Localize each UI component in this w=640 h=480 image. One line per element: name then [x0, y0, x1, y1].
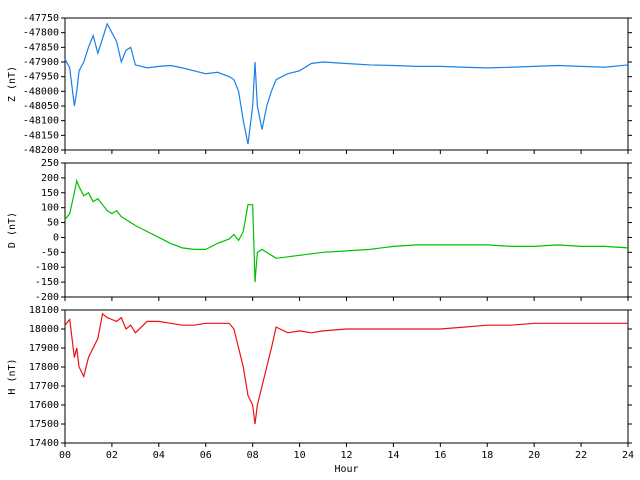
- x-tick-label: 00: [59, 450, 71, 461]
- x-tick-label: 18: [481, 450, 493, 461]
- plot-frame: [64, 162, 629, 298]
- x-tick-label: 02: [106, 450, 118, 461]
- y-tick-label: -50: [41, 247, 59, 258]
- y-tick-label: 18100: [29, 305, 59, 316]
- x-axis-label: Hour: [334, 464, 358, 475]
- x-tick-label: 20: [528, 450, 540, 461]
- y-tick-label: -100: [35, 262, 59, 273]
- y-tick-label: 200: [41, 173, 59, 184]
- y-axis-label: D (nT): [7, 212, 18, 248]
- y-tick-label: 250: [41, 158, 59, 169]
- y-tick-label: 17900: [29, 343, 59, 354]
- y-tick-label: 17400: [29, 438, 59, 449]
- y-tick-label: 0: [53, 232, 59, 243]
- x-tick-label: 22: [575, 450, 587, 461]
- x-tick-label: 06: [200, 450, 212, 461]
- y-tick-label: 18000: [29, 324, 59, 335]
- y-tick-label: -47950: [23, 72, 59, 83]
- x-tick-label: 12: [340, 450, 352, 461]
- y-tick-label: 17800: [29, 362, 59, 373]
- y-tick-label: -48100: [23, 116, 59, 127]
- y-tick-label: -200: [35, 292, 59, 303]
- y-tick-label: 17500: [29, 419, 59, 430]
- y-tick-label: 100: [41, 203, 59, 214]
- y-tick-label: -150: [35, 277, 59, 288]
- y-tick-label: 17600: [29, 400, 59, 411]
- data-line: [64, 312, 628, 425]
- plot-frame: [64, 17, 629, 151]
- x-tick-label: 04: [153, 450, 165, 461]
- x-tick-label: 14: [387, 450, 399, 461]
- y-tick-label: -48200: [23, 145, 59, 156]
- y-tick-label: -47900: [23, 57, 59, 68]
- x-tick-label: 10: [294, 450, 306, 461]
- x-tick-label: 24: [622, 450, 634, 461]
- x-tick-label: 08: [247, 450, 259, 461]
- y-axis-label: H (nT): [7, 358, 18, 394]
- x-tick-label: 16: [434, 450, 446, 461]
- data-line: [64, 178, 629, 283]
- y-tick-label: -48050: [23, 101, 59, 112]
- y-tick-label: -47750: [23, 13, 59, 24]
- y-tick-label: 17700: [29, 381, 59, 392]
- y-tick-label: 50: [47, 218, 59, 229]
- y-tick-label: -48000: [23, 86, 59, 97]
- y-tick-label: -47800: [23, 28, 59, 39]
- y-axis-label: Z (nT): [7, 66, 18, 102]
- plot-frame: [64, 309, 629, 444]
- y-tick-label: -47850: [23, 42, 59, 53]
- y-tick-label: 150: [41, 188, 59, 199]
- data-line: [64, 22, 629, 145]
- y-tick-label: -48150: [23, 130, 59, 141]
